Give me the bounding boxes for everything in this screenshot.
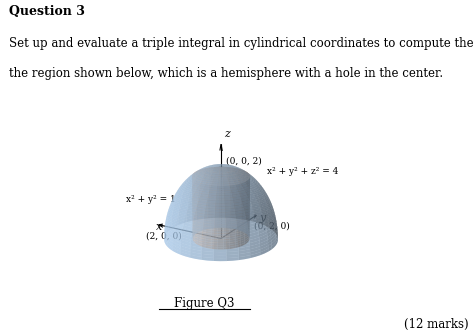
Text: the region shown below, which is a hemisphere with a hole in the center.: the region shown below, which is a hemis… <box>9 67 444 80</box>
Text: Set up and evaluate a triple integral in cylindrical coordinates to compute the : Set up and evaluate a triple integral in… <box>9 37 474 50</box>
Text: Question 3: Question 3 <box>9 5 85 17</box>
Text: (12 marks): (12 marks) <box>404 318 468 330</box>
Text: Figure Q3: Figure Q3 <box>173 297 234 310</box>
